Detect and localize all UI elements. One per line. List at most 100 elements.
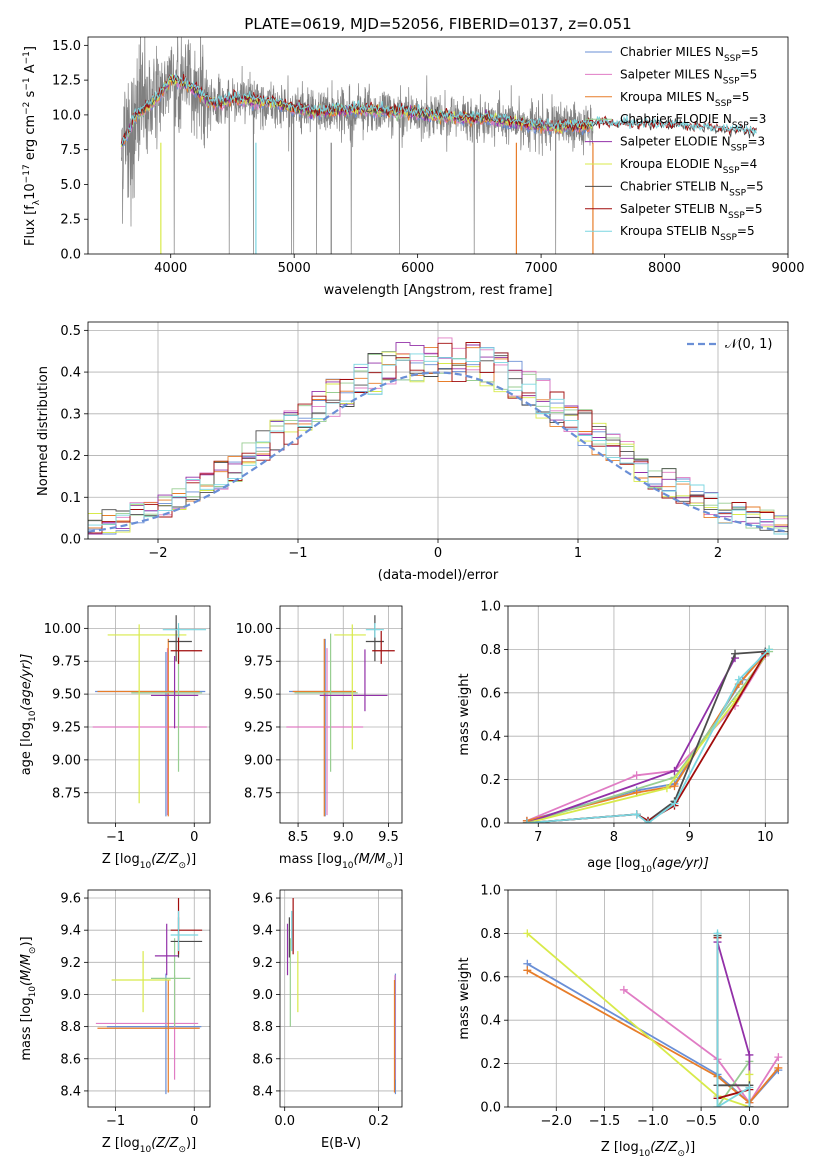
label-part: Z [log bbox=[102, 852, 140, 867]
label-part: SSP bbox=[715, 99, 732, 109]
x-tick-label: 8.5 bbox=[288, 830, 309, 845]
weight-marker-kroupa-stelib bbox=[713, 929, 722, 938]
y-tick-label: 8.4 bbox=[252, 1084, 273, 1099]
weight-marker-kroupa-stelib bbox=[745, 1083, 754, 1092]
weight-line-kroupa-stelib bbox=[716, 933, 751, 1107]
label-part: )] bbox=[685, 1140, 695, 1155]
label-part: age [log bbox=[19, 722, 34, 775]
label-part: E(B-V) bbox=[321, 1136, 361, 1151]
label-part: =4 bbox=[740, 157, 758, 171]
weight-marker-kroupa-stelib bbox=[734, 675, 743, 684]
x-tick-label: −2 bbox=[148, 546, 167, 561]
weight-marker-kroupa-stelib bbox=[644, 819, 652, 823]
y-axis-label: mass weight bbox=[457, 673, 472, 755]
x-tick-label: 9 bbox=[685, 830, 693, 845]
legend-entry: Salpeter ELODIE NSSP=3 bbox=[620, 135, 765, 154]
y-tick-label: 15.0 bbox=[52, 39, 81, 54]
y-axis-label: mass weight bbox=[457, 957, 472, 1039]
label-part: (age/yr)] bbox=[652, 856, 709, 871]
plot-area bbox=[522, 645, 774, 823]
residual-legend: 𝒩(0, 1) bbox=[687, 337, 772, 352]
x-tick-label: 10 bbox=[757, 830, 774, 845]
weight-marker-kroupa-miles bbox=[670, 782, 679, 791]
label-part: N bbox=[706, 90, 715, 104]
y-axis-label: age [log10(age/yr)] bbox=[19, 654, 38, 776]
x-tick-label: 5000 bbox=[278, 261, 311, 276]
weight-marker-salpeter-elodie bbox=[670, 766, 679, 775]
legend-entry: 𝒩(0, 1) bbox=[725, 337, 772, 352]
y-tick-label: 7.5 bbox=[60, 143, 81, 158]
label-part: (age/yr)] bbox=[19, 654, 34, 711]
residual-hist-chabrier-stelib bbox=[88, 341, 788, 539]
label-part: ⊙ bbox=[677, 1149, 685, 1159]
x-tick-label: −2.0 bbox=[540, 1114, 572, 1129]
label-part: s bbox=[23, 90, 38, 101]
y-tick-label: 9.75 bbox=[244, 655, 273, 670]
label-part: SSP bbox=[729, 188, 746, 198]
label-part: N bbox=[719, 202, 728, 216]
y-tick-label: 12.5 bbox=[52, 74, 81, 89]
plot-area bbox=[286, 615, 395, 817]
x-tick-label: 4000 bbox=[154, 261, 187, 276]
label-part: Chabrier MILES bbox=[620, 45, 715, 59]
label-part: λ bbox=[32, 199, 42, 205]
y-tick-label: 10.00 bbox=[236, 622, 273, 637]
y-tick-label: 9.6 bbox=[60, 892, 81, 907]
label-part: SSP bbox=[723, 166, 740, 176]
weight-line-salpeter-miles bbox=[623, 989, 780, 1105]
x-tick-label: 9.0 bbox=[333, 830, 354, 845]
y-tick-label: 8.75 bbox=[52, 786, 81, 801]
weight-marker-salpeter-elodie bbox=[745, 1050, 754, 1059]
grid bbox=[88, 890, 210, 1107]
y-tick-label: 9.50 bbox=[52, 688, 81, 703]
y-tick-label: 8.4 bbox=[60, 1084, 81, 1099]
y-tick-label: 0.0 bbox=[60, 248, 81, 263]
label-part: ⊙ bbox=[178, 861, 186, 871]
x-tick-label: 0.2 bbox=[368, 1114, 389, 1129]
x-tick-label: −0.5 bbox=[685, 1114, 717, 1129]
label-part: )] bbox=[186, 852, 196, 867]
label-part: SSP bbox=[728, 211, 745, 221]
y-axis-label: Normed distribution bbox=[36, 366, 51, 496]
y-tick-label: 0.0 bbox=[60, 533, 81, 548]
label-part: (0, 1) bbox=[737, 337, 772, 352]
label-part: age [log bbox=[587, 856, 640, 871]
label-part: =5 bbox=[741, 45, 759, 59]
axes-frame bbox=[87, 889, 211, 1108]
label-part: Kroupa STELIB bbox=[620, 224, 711, 238]
x-axis-label: Z [log10(Z/Z⊙)] bbox=[601, 1140, 695, 1159]
x-tick-label: 0 bbox=[190, 830, 198, 845]
y-tick-label: 9.00 bbox=[244, 753, 273, 768]
weight-marker-salpeter-miles bbox=[774, 1053, 783, 1062]
x-tick-label: −1.5 bbox=[589, 1114, 621, 1129]
label-part: )] bbox=[19, 936, 34, 946]
y-tick-label: 9.25 bbox=[244, 720, 273, 735]
plot-area bbox=[120, 37, 757, 254]
x-tick-label: 0 bbox=[434, 546, 442, 561]
grid bbox=[88, 606, 210, 823]
label-part: N bbox=[720, 179, 729, 193]
axes: −1 08.48.68.89.09.29.49.6Z [log10(Z/Z⊙)]m… bbox=[19, 889, 211, 1155]
y-tick-label: 9.50 bbox=[244, 688, 273, 703]
label-part: N bbox=[722, 135, 731, 149]
label-part: Z [log bbox=[102, 1136, 140, 1151]
label-part: A bbox=[23, 64, 38, 77]
model-spectrum-kroupa-stelib bbox=[120, 73, 757, 145]
weight-line-kroupa-miles bbox=[526, 969, 779, 1104]
label-part: =5 bbox=[732, 90, 750, 104]
label-part: SSP bbox=[720, 233, 737, 243]
axes: 8.5 9.0 9.5 8.75 9.00 9.25 9.50 9.75 10.00 mass [… bbox=[236, 605, 403, 871]
y-tick-label: 0.3 bbox=[60, 407, 81, 422]
weight-marker-kroupa-elodie bbox=[745, 1070, 754, 1079]
weight-marker-kroupa-stelib bbox=[632, 810, 641, 819]
weight-marker-kroupa-elodie bbox=[523, 929, 532, 938]
y-tick-label: 9.6 bbox=[252, 892, 273, 907]
weight-marker-kroupa-miles bbox=[774, 1063, 783, 1072]
label-part: N bbox=[714, 157, 723, 171]
x-axis-label: wavelength [Angstrom, rest frame] bbox=[324, 283, 553, 298]
y-axis-label: Flux [fλ10−17 erg cm−2 s−1 A−1] bbox=[22, 46, 42, 246]
weight-marker-kroupa-stelib bbox=[765, 645, 774, 654]
